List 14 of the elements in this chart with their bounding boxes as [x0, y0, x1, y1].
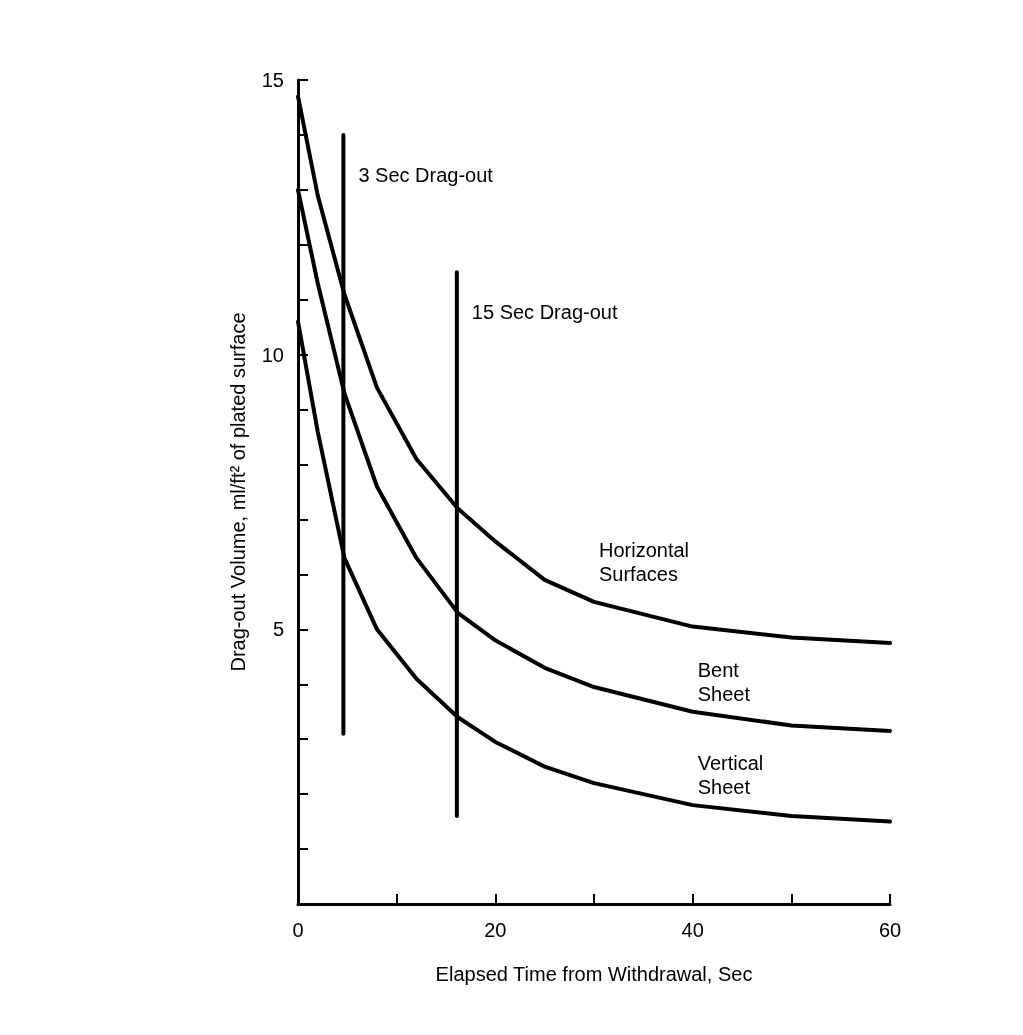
series-label: Vertical Sheet	[697, 752, 764, 799]
series-label: Bent Sheet	[697, 658, 751, 705]
series-label: 3 Sec Drag-out	[358, 163, 494, 186]
x-tick-label: 0	[292, 919, 304, 941]
x-tick-label: 40	[681, 919, 704, 941]
y-tick-label: 5	[272, 618, 284, 641]
series-label: 15 Sec Drag-out	[471, 301, 618, 324]
series-label: Horizontal Surfaces	[599, 538, 690, 585]
y-tick-label: 15	[261, 69, 284, 91]
x-tick-label: 60	[878, 919, 902, 941]
y-axis-title: Drag-out Volume, ml/ft² of plated surface	[227, 312, 249, 672]
x-tick-label: 20	[484, 919, 507, 941]
y-tick-label: 10	[261, 343, 284, 366]
x-axis-title: Elapsed Time from Withdrawal, Sec	[435, 963, 753, 985]
